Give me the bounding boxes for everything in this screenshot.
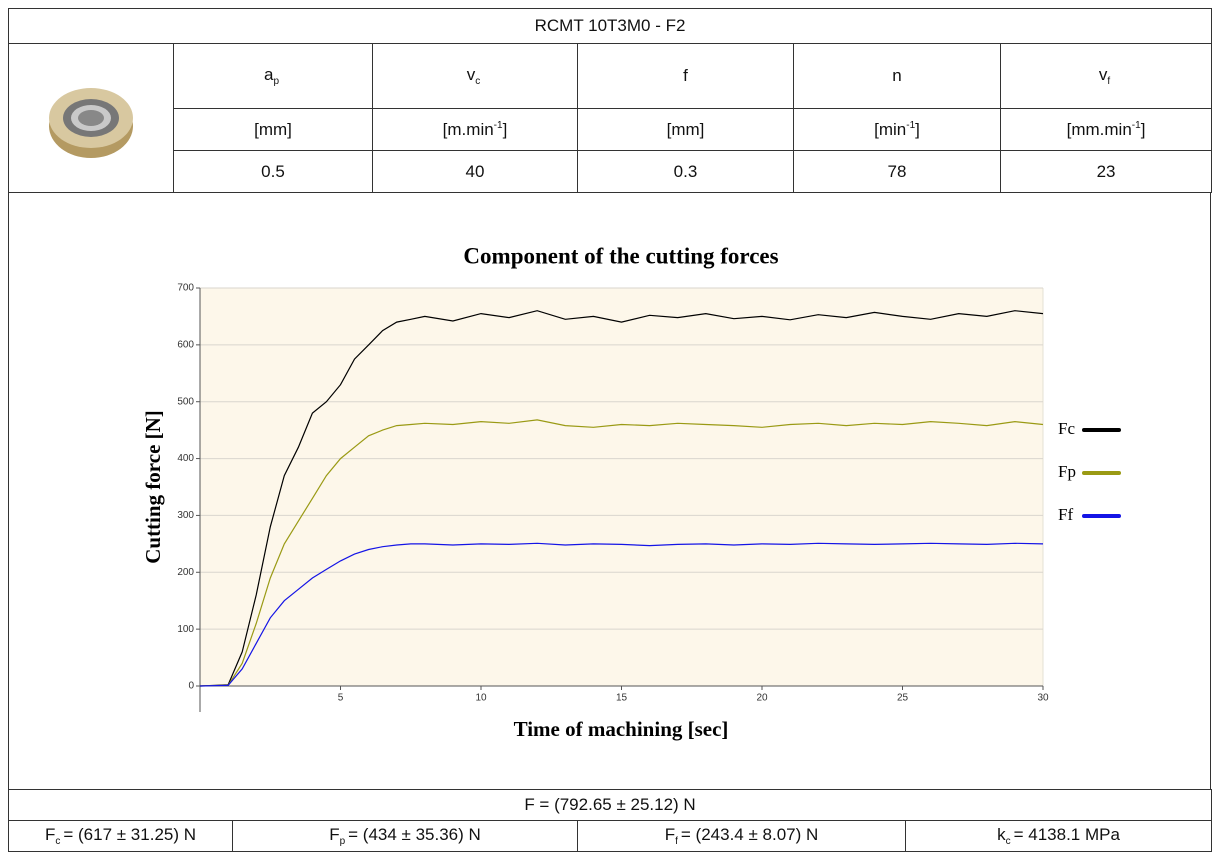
data-line [199, 419, 1044, 687]
symbol: v [1098, 65, 1108, 84]
parameter-value: 0.3 [577, 150, 794, 193]
symbol: F [664, 825, 676, 844]
superscript: -1 [1131, 119, 1141, 131]
legend-label: Fc [1058, 419, 1075, 438]
parameter-symbol: vf [999, 43, 1213, 109]
parameter-unit: [m.min-1] [372, 108, 578, 151]
x-tick-label: 10 [475, 693, 487, 704]
y-axis-label: Cutting force [N] [141, 410, 165, 564]
plot-area [200, 288, 1043, 686]
component-value: = (617 ± 31.25) N [63, 825, 197, 844]
data-line [199, 542, 1044, 687]
unit-text: [mm] [666, 119, 705, 139]
symbol: f [683, 66, 688, 85]
unit-text: ] [915, 119, 920, 139]
unit-text: ] [502, 119, 508, 139]
superscript: -1 [906, 119, 916, 131]
component-value: = (434 ± 35.36) N [348, 825, 481, 844]
subscript: c [1005, 836, 1011, 847]
insert-photo [49, 87, 133, 158]
unit-text: [min [874, 119, 907, 139]
y-tick-label: 300 [177, 510, 194, 521]
parameter-unit: [mm] [577, 108, 794, 151]
data-line [199, 310, 1044, 687]
chart-cell: Component of the cutting forces Time of … [8, 192, 1211, 790]
y-tick-label: 500 [177, 396, 194, 407]
y-tick-label: 0 [188, 681, 194, 692]
legend-label: Fp [1058, 462, 1076, 481]
unit-text: ] [1140, 119, 1146, 139]
symbol: a [263, 65, 274, 84]
unit-text: [mm.min [1066, 119, 1132, 139]
summary-table: F = (792.65 ± 25.12) N Fc = (617 ± 31.25)… [7, 789, 1213, 852]
parameter-value: 40 [372, 150, 578, 193]
insert-image [8, 43, 174, 193]
y-tick-label: 100 [177, 624, 194, 635]
chart: Component of the cutting forces Time of … [141, 243, 1121, 741]
parameter-unit: [mm] [173, 108, 373, 151]
subscript: f [1107, 76, 1111, 87]
subscript: c [475, 76, 481, 87]
subscript: p [273, 76, 280, 87]
parameter-table: RCMT 10T3M0 - F2 ap vc f n vf [mm] [m.min-1][… [7, 8, 1213, 193]
y-tick-label: 700 [177, 283, 194, 294]
force-component: Ff = (243.4 ± 8.07) N [577, 820, 906, 852]
component-value: = 4138.1 MPa [1013, 825, 1120, 844]
parameter-symbol: n [793, 43, 1001, 109]
force-component: kc = 4138.1 MPa [904, 820, 1213, 852]
chart-title: Component of the cutting forces [463, 243, 778, 268]
x-tick-label: 30 [1037, 693, 1049, 704]
subscript: p [339, 836, 346, 847]
parameter-unit: [mm.min-1] [999, 108, 1213, 151]
symbol: v [466, 65, 476, 84]
x-tick-label: 15 [616, 693, 628, 704]
legend-label: Ff [1058, 505, 1073, 524]
symbol: F [44, 825, 56, 844]
superscript: -1 [493, 119, 503, 131]
x-tick-label: 5 [338, 693, 344, 704]
table-title: RCMT 10T3M0 - F2 [7, 8, 1213, 44]
x-tick-label: 20 [756, 693, 768, 704]
parameter-symbol: vc [372, 43, 578, 109]
parameter-unit: [min-1] [793, 108, 1001, 151]
symbol: F [329, 825, 340, 844]
force-component: Fc = (617 ± 31.25) N [8, 820, 233, 852]
y-tick-label: 400 [177, 453, 194, 464]
symbol: k [997, 825, 1006, 844]
unit-text: [mm] [254, 119, 292, 139]
parameter-symbol: ap [173, 43, 373, 109]
x-tick-label: 25 [897, 693, 909, 704]
component-value: = (243.4 ± 8.07) N [680, 825, 819, 844]
resultant-force: F = (792.65 ± 25.12) N [7, 789, 1213, 821]
parameter-value: 78 [793, 150, 1001, 193]
y-tick-label: 600 [177, 339, 194, 350]
force-component: Fp = (434 ± 35.36) N [232, 820, 578, 852]
y-tick-label: 200 [177, 567, 194, 578]
unit-text: [m.min [442, 119, 494, 139]
subscript: c [55, 836, 61, 847]
x-axis-label: Time of machining [sec] [514, 717, 729, 741]
parameter-value: 23 [999, 150, 1213, 193]
subscript: f [675, 836, 678, 847]
parameter-symbol: f [577, 43, 794, 109]
parameter-value: 0.5 [173, 150, 373, 193]
symbol: n [892, 66, 902, 85]
